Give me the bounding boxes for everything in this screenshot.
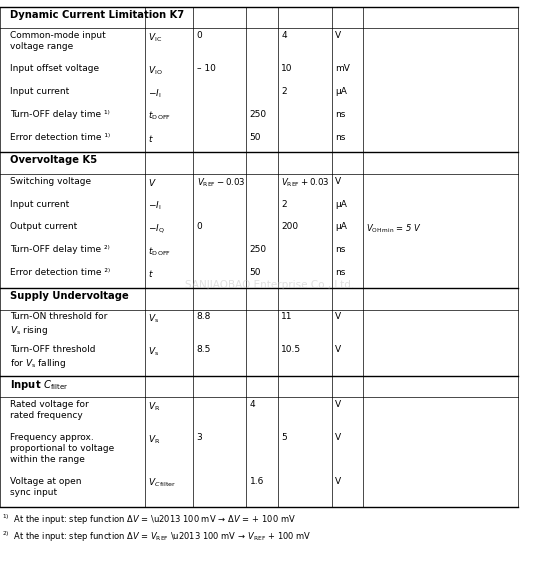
Text: Turn-OFF delay time ¹⁾: Turn-OFF delay time ¹⁾ — [10, 110, 110, 119]
Text: $t_{\rm D\,OFF}$: $t_{\rm D\,OFF}$ — [148, 245, 171, 258]
Text: 3: 3 — [197, 433, 202, 442]
Text: 200: 200 — [281, 222, 299, 232]
Text: Input current: Input current — [10, 200, 69, 209]
Text: $V_{\rm s}$: $V_{\rm s}$ — [148, 312, 159, 325]
Text: V: V — [335, 433, 341, 442]
Text: $-I_{\rm Q}$: $-I_{\rm Q}$ — [148, 222, 165, 235]
Text: $t$: $t$ — [148, 133, 154, 143]
Text: $-I_{\rm I}$: $-I_{\rm I}$ — [148, 200, 161, 212]
Text: $V_{\rm REF}+0.03$: $V_{\rm REF}+0.03$ — [281, 177, 330, 189]
Text: ns: ns — [335, 245, 345, 254]
Text: Overvoltage K5: Overvoltage K5 — [10, 155, 97, 166]
Text: $^{2)}$  At the input: step function $\Delta V$ = $V_{\rm REF}$ \u2013 100 mV$\,: $^{2)}$ At the input: step function $\De… — [2, 529, 312, 543]
Text: $V_{\rm R}$: $V_{\rm R}$ — [148, 400, 160, 413]
Text: V: V — [335, 400, 341, 409]
Text: ns: ns — [335, 133, 345, 142]
Text: 250: 250 — [249, 110, 267, 119]
Text: 4: 4 — [249, 400, 255, 409]
Text: $V$: $V$ — [148, 177, 157, 188]
Text: $t_{\rm D\,OFF}$: $t_{\rm D\,OFF}$ — [148, 110, 171, 122]
Text: $V_{\rm s}$: $V_{\rm s}$ — [148, 345, 159, 358]
Text: $t$: $t$ — [148, 268, 154, 279]
Text: 0: 0 — [197, 222, 202, 232]
Text: μA: μA — [335, 222, 347, 232]
Text: 11: 11 — [281, 312, 293, 321]
Text: Frequency approx.
proportional to voltage
within the range: Frequency approx. proportional to voltag… — [10, 433, 114, 464]
Text: $-I_{\rm I}$: $-I_{\rm I}$ — [148, 87, 161, 100]
Text: Input offset voltage: Input offset voltage — [10, 64, 99, 73]
Text: 50: 50 — [249, 268, 261, 277]
Text: mV: mV — [335, 64, 350, 73]
Text: SANJIAOBAO Enterprise Co., Ltd.: SANJIAOBAO Enterprise Co., Ltd. — [185, 279, 355, 290]
Text: 250: 250 — [249, 245, 267, 254]
Text: V: V — [335, 345, 341, 354]
Text: ns: ns — [335, 268, 345, 277]
Text: Voltage at open
sync input: Voltage at open sync input — [10, 477, 81, 497]
Text: Rated voltage for
rated frequency: Rated voltage for rated frequency — [10, 400, 89, 420]
Text: Input $C_{\rm filter}$: Input $C_{\rm filter}$ — [10, 378, 69, 393]
Text: – 10: – 10 — [197, 64, 215, 73]
Text: $V_{\rm OH\,min}$ = 5 V: $V_{\rm OH\,min}$ = 5 V — [366, 222, 422, 235]
Text: Turn-OFF delay time ²⁾: Turn-OFF delay time ²⁾ — [10, 245, 110, 254]
Text: Switching voltage: Switching voltage — [10, 177, 91, 186]
Text: Error detection time ²⁾: Error detection time ²⁾ — [10, 268, 110, 277]
Text: 0: 0 — [197, 31, 202, 40]
Text: Output current: Output current — [10, 222, 77, 232]
Text: $V_{C\,{\rm filter}}$: $V_{C\,{\rm filter}}$ — [148, 477, 176, 489]
Text: Dynamic Current Limitation K7: Dynamic Current Limitation K7 — [10, 10, 184, 20]
Text: 10: 10 — [281, 64, 293, 73]
Text: 2: 2 — [281, 87, 287, 96]
Text: V: V — [335, 477, 341, 486]
Text: 8.8: 8.8 — [197, 312, 211, 321]
Text: V: V — [335, 177, 341, 186]
Text: 8.5: 8.5 — [197, 345, 211, 354]
Text: Error detection time ¹⁾: Error detection time ¹⁾ — [10, 133, 110, 142]
Text: Turn-ON threshold for
$V_{\rm s}$ rising: Turn-ON threshold for $V_{\rm s}$ rising — [10, 312, 107, 337]
Text: $V_{\rm IC}$: $V_{\rm IC}$ — [148, 31, 162, 44]
Text: Supply Undervoltage: Supply Undervoltage — [10, 291, 129, 301]
Text: $V_{\rm REF}-0.03$: $V_{\rm REF}-0.03$ — [197, 177, 245, 189]
Text: V: V — [335, 312, 341, 321]
Text: 10.5: 10.5 — [281, 345, 301, 354]
Text: μA: μA — [335, 87, 347, 96]
Text: $V_{\rm IO}$: $V_{\rm IO}$ — [148, 64, 163, 77]
Text: 1.6: 1.6 — [249, 477, 264, 486]
Text: 5: 5 — [281, 433, 287, 442]
Text: $V_{\rm R}$: $V_{\rm R}$ — [148, 433, 160, 446]
Text: V: V — [335, 31, 341, 40]
Text: Turn-OFF threshold
for $V_{\rm s}$ falling: Turn-OFF threshold for $V_{\rm s}$ falli… — [10, 345, 95, 370]
Text: 50: 50 — [249, 133, 261, 142]
Text: μA: μA — [335, 200, 347, 209]
Text: Input current: Input current — [10, 87, 69, 96]
Text: 4: 4 — [281, 31, 287, 40]
Text: $^{1)}$  At the input: step function $\Delta V$ = \u2013 100 mV$\,\rightarrow\,$: $^{1)}$ At the input: step function $\De… — [2, 512, 296, 526]
Text: ns: ns — [335, 110, 345, 119]
Text: Common-mode input
voltage range: Common-mode input voltage range — [10, 31, 105, 51]
Text: 2: 2 — [281, 200, 287, 209]
